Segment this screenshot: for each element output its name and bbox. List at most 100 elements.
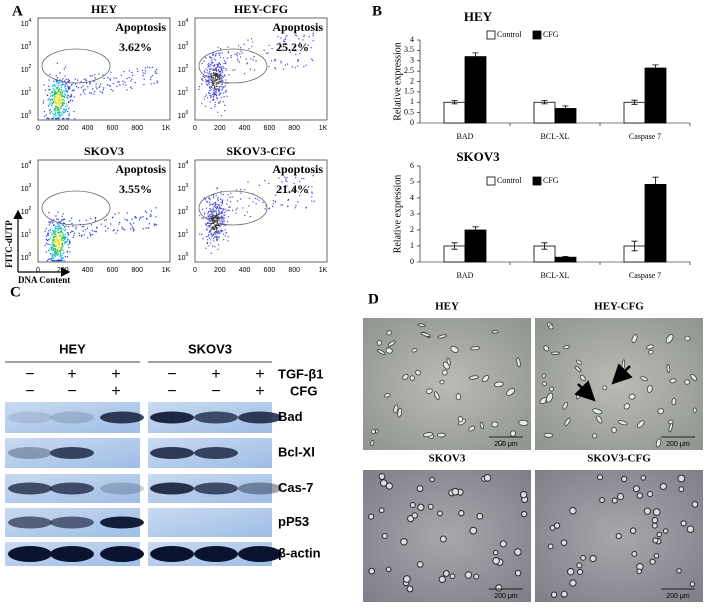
event-dot xyxy=(57,252,59,254)
event-dot xyxy=(210,210,212,212)
event-dot xyxy=(219,217,221,219)
y-tick-exponent: 4 xyxy=(29,18,32,24)
event-dot xyxy=(123,71,125,73)
event-dot xyxy=(50,246,52,248)
event-dot xyxy=(208,79,210,81)
event-dot xyxy=(214,55,216,57)
event-dot xyxy=(213,231,216,233)
event-dot xyxy=(202,238,204,240)
event-dot xyxy=(43,84,45,86)
event-dot xyxy=(57,81,59,83)
event-dot xyxy=(212,222,214,225)
event-dot xyxy=(275,194,277,196)
event-dot xyxy=(221,216,223,218)
y-tick-label: 101 xyxy=(21,87,32,97)
event-dot xyxy=(47,233,49,235)
event-dot xyxy=(214,232,216,235)
blot-band xyxy=(238,546,282,562)
event-dot xyxy=(216,73,218,75)
event-dot xyxy=(51,256,54,258)
cell xyxy=(640,475,647,481)
event-dot xyxy=(209,217,211,219)
event-dot xyxy=(218,89,220,91)
event-dot xyxy=(91,229,93,232)
event-dot xyxy=(205,207,208,209)
event-dot xyxy=(109,78,111,80)
event-dot xyxy=(211,210,213,212)
event-dot xyxy=(209,217,211,220)
y-tick-base: 10 xyxy=(21,44,29,51)
event-dot xyxy=(274,59,277,61)
y-tick-base: 10 xyxy=(21,232,29,239)
event-dot xyxy=(50,99,52,101)
event-dot xyxy=(68,79,70,82)
x-tick-label: 400 xyxy=(239,267,251,274)
cell xyxy=(547,543,554,550)
event-dot xyxy=(210,252,212,254)
y-tick-label: 2.5 xyxy=(404,66,414,75)
event-dot xyxy=(65,225,67,227)
event-dot xyxy=(52,98,54,100)
event-dot xyxy=(228,209,230,212)
cell xyxy=(411,348,418,353)
event-dot xyxy=(222,217,224,219)
x-tick-label: BCL-XL xyxy=(541,132,570,141)
cell xyxy=(429,476,435,483)
event-dot xyxy=(215,218,217,220)
event-dot xyxy=(73,89,75,91)
event-dot xyxy=(214,101,216,104)
event-dot xyxy=(210,218,212,220)
x-tick-label: 200 xyxy=(57,267,69,274)
event-dot xyxy=(209,86,211,88)
cell xyxy=(564,417,571,426)
event-dot xyxy=(237,58,239,60)
event-dot xyxy=(105,219,107,221)
event-dot xyxy=(217,76,219,78)
event-dot xyxy=(52,239,54,241)
event-dot xyxy=(55,238,58,240)
event-dot xyxy=(210,228,212,231)
event-dot xyxy=(60,235,62,237)
event-dot xyxy=(209,229,212,231)
event-dot xyxy=(49,99,51,101)
event-dot xyxy=(221,215,223,217)
event-dot xyxy=(51,241,54,244)
event-dot xyxy=(82,91,84,93)
event-dot xyxy=(218,70,221,73)
event-dot xyxy=(264,180,266,182)
event-dot xyxy=(58,231,60,234)
event-dot xyxy=(209,56,211,59)
event-dot xyxy=(206,84,209,86)
event-dot xyxy=(62,98,64,101)
event-dot xyxy=(55,96,57,98)
event-dot xyxy=(92,88,94,90)
event-dot xyxy=(61,101,63,104)
event-dot xyxy=(220,69,222,71)
event-dot xyxy=(65,242,67,244)
event-dot xyxy=(60,252,62,255)
event-dot xyxy=(44,89,47,91)
event-dot xyxy=(293,50,296,52)
event-dot xyxy=(206,200,208,203)
event-dot xyxy=(280,60,282,63)
event-dot xyxy=(227,216,229,218)
event-dot xyxy=(213,211,215,213)
event-dot xyxy=(124,218,126,220)
cell xyxy=(646,385,653,393)
event-dot xyxy=(90,92,92,94)
event-dot xyxy=(133,228,135,230)
event-dot xyxy=(58,223,60,226)
event-dot xyxy=(85,82,88,84)
event-dot xyxy=(60,107,62,109)
event-dot xyxy=(230,56,232,59)
event-dot xyxy=(214,74,216,76)
event-dot xyxy=(53,98,56,100)
event-dot xyxy=(227,46,229,48)
group-label: HEY xyxy=(59,341,86,356)
event-dot xyxy=(205,217,207,219)
event-dot xyxy=(73,110,75,113)
event-dot xyxy=(60,86,62,89)
event-dot xyxy=(210,85,212,88)
legend-label: Control xyxy=(497,30,522,39)
event-dot xyxy=(216,220,219,222)
